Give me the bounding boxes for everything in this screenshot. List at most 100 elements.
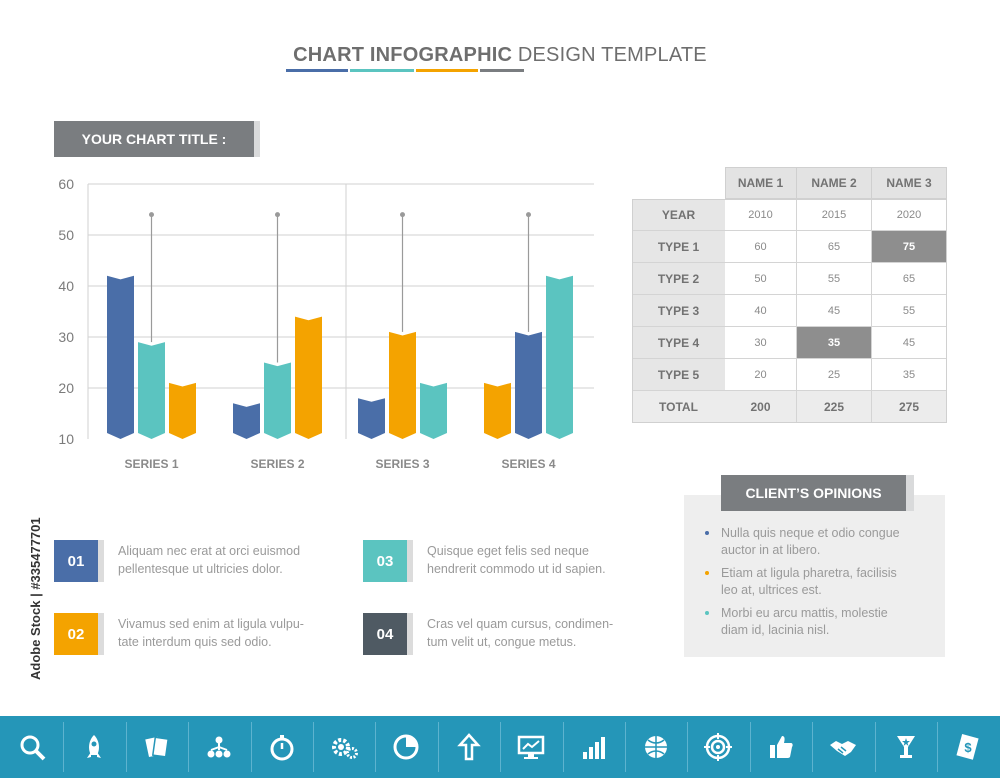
bar bbox=[295, 316, 322, 439]
number-box: 02 bbox=[54, 613, 98, 655]
table-cell: 275 bbox=[872, 391, 947, 423]
icon-divider bbox=[625, 722, 626, 772]
y-tick-label: 10 bbox=[58, 431, 74, 447]
rocket-icon bbox=[63, 716, 125, 778]
bullet-dot bbox=[705, 531, 709, 535]
cards-icon bbox=[126, 716, 188, 778]
icon-divider bbox=[500, 722, 502, 772]
header-underline-orange bbox=[416, 69, 478, 72]
marker-dot bbox=[275, 212, 280, 218]
gears-icon bbox=[313, 716, 375, 778]
y-tick-label: 40 bbox=[58, 278, 74, 294]
monitor-icon bbox=[500, 716, 562, 778]
icon-divider bbox=[812, 722, 814, 772]
bar bbox=[484, 382, 511, 439]
category-label: SERIES 3 bbox=[375, 457, 429, 471]
bar bbox=[169, 382, 196, 439]
bar bbox=[107, 275, 134, 439]
number-item-text: Vivamus sed enim at ligula vulpu-tate in… bbox=[118, 615, 348, 651]
item-line-1: Cras vel quam cursus, condimen- bbox=[427, 617, 614, 631]
pie-icon bbox=[375, 716, 437, 778]
icon-divider bbox=[250, 722, 252, 772]
number-box-shadow bbox=[98, 613, 104, 655]
table-cell: 55 bbox=[797, 263, 872, 295]
header-word-2: INFOGRAPHIC bbox=[369, 44, 513, 66]
number-item-text: Aliquam nec erat at orci euismod pellente… bbox=[118, 542, 348, 578]
bar bbox=[389, 331, 416, 439]
bar bbox=[420, 382, 447, 439]
trophy-icon bbox=[875, 716, 937, 778]
table-row-label: TYPE 3 bbox=[632, 295, 725, 327]
opinion-line-1: Nulla quis neque et odio congue bbox=[721, 526, 900, 540]
opinion-line-1: Etiam at ligula pharetra, facilisis bbox=[721, 566, 897, 580]
table-header: NAME 1 bbox=[725, 167, 797, 199]
number-box-shadow bbox=[407, 540, 413, 582]
table-cell: 2010 bbox=[725, 199, 797, 231]
table-row-label: YEAR bbox=[632, 199, 725, 231]
stock-id-text: Adobe Stock | #335477701 bbox=[28, 517, 43, 680]
handshake-icon bbox=[812, 716, 874, 778]
table-cell: 25 bbox=[797, 359, 872, 391]
opinion-line-2: auctor in at libero. bbox=[721, 543, 821, 557]
opinion-line-1: Morbi eu arcu mattis, molestie bbox=[721, 606, 888, 620]
marker-dot bbox=[149, 212, 154, 218]
page-header: CHART INFOGRAPHIC DESIGN TEMPLATE bbox=[0, 44, 1000, 67]
table-cell: 20 bbox=[725, 359, 797, 391]
icon-divider bbox=[313, 722, 314, 772]
table-row-label: TYPE 5 bbox=[632, 359, 725, 391]
item-line-2: pellentesque ut ultricies dolor. bbox=[118, 562, 283, 576]
y-tick-label: 50 bbox=[58, 227, 74, 243]
table-header: NAME 3 bbox=[872, 167, 947, 199]
number-box-shadow bbox=[98, 540, 104, 582]
marker-dot bbox=[526, 212, 531, 218]
bar bbox=[264, 362, 291, 439]
item-line-1: Aliquam nec erat at orci euismod bbox=[118, 544, 301, 558]
opinion-line-2: leo at, ultrices est. bbox=[721, 583, 822, 597]
opinions-title: CLIENT’S OPINIONS bbox=[721, 475, 906, 511]
table-cell: 30 bbox=[725, 327, 797, 359]
icon-divider bbox=[749, 722, 751, 772]
table-cell: 65 bbox=[872, 263, 947, 295]
stopwatch-icon bbox=[251, 716, 313, 778]
table-cell: 35 bbox=[872, 359, 947, 391]
marker-dot bbox=[400, 212, 405, 218]
table-header: NAME 2 bbox=[797, 167, 872, 199]
opinion-line-2: diam id, lacinia nisl. bbox=[721, 623, 830, 637]
icon-divider bbox=[375, 722, 377, 772]
header-underline-gray bbox=[480, 69, 524, 72]
opinion-item: Nulla quis neque et odio congue auctor in… bbox=[705, 525, 933, 559]
icon-divider bbox=[874, 722, 876, 772]
table-cell: 45 bbox=[872, 327, 947, 359]
bullet-dot bbox=[705, 611, 709, 615]
table-row-label: TYPE 2 bbox=[632, 263, 725, 295]
table-cell: 2020 bbox=[872, 199, 947, 231]
bar bbox=[358, 398, 385, 439]
number-box: 03 bbox=[363, 540, 407, 582]
header-underline-teal bbox=[350, 69, 414, 72]
y-tick-label: 20 bbox=[58, 380, 74, 396]
chart-title: YOUR CHART TITLE : bbox=[54, 121, 254, 157]
y-tick-label: 30 bbox=[58, 329, 74, 345]
table-cell: 200 bbox=[725, 391, 797, 423]
network-icon bbox=[188, 716, 250, 778]
number-item-text: Cras vel quam cursus, condimen-tum velit… bbox=[427, 615, 657, 651]
table-cell: 45 bbox=[797, 295, 872, 327]
bar bbox=[515, 331, 542, 439]
bar bbox=[546, 275, 573, 439]
table-cell: 35 bbox=[797, 327, 872, 359]
icon-divider bbox=[188, 722, 190, 772]
number-box-shadow bbox=[407, 613, 413, 655]
icon-divider bbox=[687, 722, 689, 772]
table-row-label: TYPE 1 bbox=[632, 231, 725, 263]
item-line-2: hendrerit commodo ut id sapien. bbox=[427, 562, 606, 576]
header-underline-blue bbox=[286, 69, 348, 72]
table-cell: 40 bbox=[725, 295, 797, 327]
bullet-dot bbox=[705, 571, 709, 575]
table-row-label: TYPE 4 bbox=[632, 327, 725, 359]
thumbs-up-icon bbox=[750, 716, 812, 778]
icon-divider bbox=[125, 722, 127, 772]
icon-divider bbox=[437, 722, 439, 772]
table-cell: 75 bbox=[872, 231, 947, 263]
number-box: 01 bbox=[54, 540, 98, 582]
money-icon: $ bbox=[937, 716, 999, 778]
